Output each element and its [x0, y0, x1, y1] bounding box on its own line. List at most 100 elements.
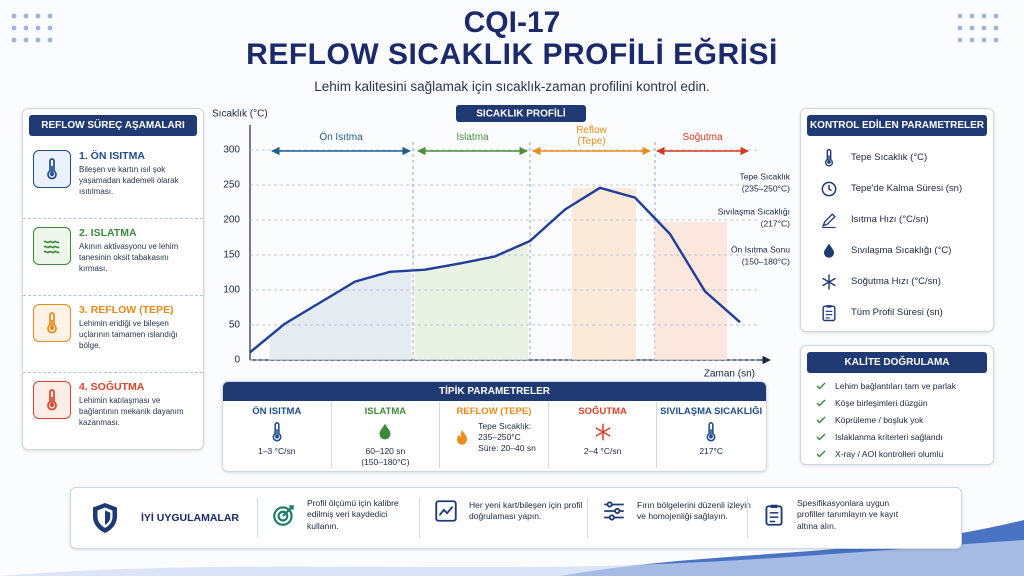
practice-divider [419, 498, 420, 538]
quality-panel: KALİTE DOĞRULAMA Lehim bağlantıları tam … [800, 345, 994, 465]
typical-lines: 60–120 sn (150–180°C) [361, 446, 409, 468]
stage-text: 3. REFLOW (TEPE) Lehimin eridiği ve bileş… [79, 304, 195, 364]
quality-label: Lehim bağlantıları tam ve parlak [835, 380, 956, 391]
icon [815, 397, 827, 409]
typical-body: 60–120 sn (150–180°C) [332, 421, 440, 468]
y-tick-label: 250 [223, 180, 240, 191]
parameter-item: Tüm Profil Süresi (sn) [801, 297, 993, 328]
typical-column: REFLOW (TEPE) Tepe Sıcaklık: 235–250°C Süre… [440, 402, 549, 468]
decor-dots [11, 13, 999, 43]
stage-icon [33, 381, 71, 419]
parameter-item: Tepe'de Kalma Süresi (sn) [801, 173, 993, 204]
chart-title: SICAKLIK PROFİLİ [476, 107, 566, 120]
stage-item: 3. REFLOW (TEPE) Lehimin eridiği ve bileş… [23, 296, 203, 373]
icon [819, 272, 839, 292]
phase-label: Ön Isıtma [319, 132, 363, 143]
quality-item: Köşe birleşimleri düzgün [801, 394, 993, 411]
typical-body: 2–4 °C/sn [549, 421, 657, 457]
typical-column: SIVILAŞMA SICAKLIĞI 217°C [657, 402, 765, 468]
practices-title: İYİ UYGULAMALAR [141, 512, 239, 524]
annotation: (235–250°C) [742, 183, 790, 193]
stage-desc: Lehimin eridiği ve bileşen uçlarının tam… [79, 319, 178, 350]
stage-title: 1. ÖN ISITMA [79, 150, 145, 162]
typical-lines: 1–3 °C/sn [258, 446, 295, 457]
icon [592, 421, 614, 443]
phase-shade [572, 188, 636, 360]
icon [266, 421, 288, 443]
practice-divider [747, 498, 748, 538]
panel-title: TİPİK PARAMETRELER [223, 382, 766, 401]
stage-title: 4. SOĞUTMA [79, 381, 145, 393]
typical-line: Süre: 20–40 sn [478, 443, 536, 454]
annotation: (150–180°C) [742, 256, 790, 266]
practice-item: Fırın bölgelerini düzenli izleyin ve hom… [601, 498, 751, 524]
typical-line: 217°C [699, 446, 724, 456]
parameter-label: Tepe'de Kalma Süresi (sn) [851, 183, 963, 194]
parameter-label: Soğutma Hızı (°C/sn) [851, 276, 941, 287]
typical-line: 2–4 °C/sn [583, 446, 622, 456]
stage-icon [33, 304, 71, 342]
practice-text: Profil ölçümü için kalibre edilmiş veri … [307, 498, 399, 531]
typical-title: REFLOW (TEPE) [456, 406, 532, 417]
quality-item: X-ray / AOI kontrolleri olumlu [801, 445, 993, 462]
icon [40, 388, 64, 412]
quality-label: Islaklanma kriterleri sağlandı [835, 431, 943, 442]
typical-line: (150–180°C) [361, 457, 410, 468]
stage-desc: Bileşen ve kartın ısıl şok yaşamadan kad… [79, 165, 179, 196]
typical-body: Tepe Sıcaklık: 235–250°C Süre: 20–40 sn [440, 421, 548, 454]
typical-title: ISLATMA [364, 406, 407, 417]
practice-divider [257, 498, 258, 538]
stage-title: 2. ISLATMA [79, 227, 137, 239]
parameter-label: Isıtma Hızı (°C/sn) [851, 214, 929, 225]
practices-panel: İYİ UYGULAMALAR Profil ölçümü için kalib… [70, 487, 962, 549]
typical-lines: Tepe Sıcaklık: 235–250°C Süre: 20–40 sn [478, 421, 536, 454]
typical-line: 235–250°C [478, 432, 521, 443]
chart-title-box [456, 105, 586, 122]
typical-column: SOĞUTMA 2–4 °C/sn [549, 402, 658, 468]
practice-text: Fırın bölgelerini düzenli izleyin ve hom… [637, 499, 751, 521]
parameter-item: Soğutma Hızı (°C/sn) [801, 266, 993, 297]
icon [433, 498, 459, 524]
annotation: Tepe Sıcaklık [739, 171, 790, 181]
heading: REFLOW SICAKLIK PROFİLİ EĞRİSİ [246, 38, 778, 71]
practice-item: Profil ölçümü için kalibre edilmiş veri … [271, 498, 421, 532]
typical-column: ISLATMA 60–120 sn (150–180°C) [332, 402, 441, 468]
typical-body: 1–3 °C/sn [223, 421, 331, 457]
icon [819, 303, 839, 323]
panel-title: REFLOW SÜREÇ AŞAMALARI [29, 115, 197, 136]
quality-item: Lehim bağlantıları tam ve parlak [801, 377, 993, 394]
stage-desc: Lehimin katılaşması ve bağlantının mekan… [79, 396, 184, 427]
icon [601, 498, 627, 524]
y-tick-label: 50 [229, 320, 241, 331]
quality-label: Köprüleme / boşluk yok [835, 414, 924, 425]
icon [700, 421, 722, 443]
phase-label: Islatma [456, 132, 489, 143]
typical-body: 217°C [657, 421, 765, 457]
stage-desc: Akının aktivasyonu ve lehim tanesinin ok… [79, 242, 179, 273]
phase-label: Reflow (Tepe) [576, 125, 607, 147]
stage-title: 3. REFLOW (TEPE) [79, 304, 174, 316]
typical-line: 1–3 °C/sn [258, 446, 296, 456]
stage-text: 4. SOĞUTMA Lehimin katılaşması ve bağlant… [79, 381, 195, 441]
phase-label: Soğutma [682, 132, 723, 143]
stage-icon [33, 227, 71, 265]
icon [452, 428, 472, 448]
typical-line: Tepe Sıcaklık: [478, 421, 532, 431]
parameter-item: Sıvılaşma Sıcaklığı (°C) [801, 235, 993, 266]
quality-item: Islaklanma kriterleri sağlandı [801, 428, 993, 445]
stage-text: 1. ÖN ISITMA Bileşen ve kartın ısıl şok y… [79, 150, 195, 210]
typical-line: 60–120 sn [365, 446, 406, 456]
panel-title: KONTROL EDİLEN PARAMETRELER [807, 115, 987, 136]
icon [815, 431, 827, 443]
icon [271, 502, 297, 528]
stage-text: 2. ISLATMA Akının aktivasyonu ve lehim ta… [79, 227, 195, 287]
icon [40, 234, 64, 258]
decor-wave [0, 540, 1024, 576]
title: CQI-17 [463, 6, 561, 39]
stage-item: 2. ISLATMA Akının aktivasyonu ve lehim ta… [23, 219, 203, 296]
typical-title: SIVILAŞMA SICAKLIĞI [660, 406, 763, 417]
y-tick-label: 100 [223, 285, 240, 296]
typical-title: SOĞUTMA [578, 406, 627, 417]
